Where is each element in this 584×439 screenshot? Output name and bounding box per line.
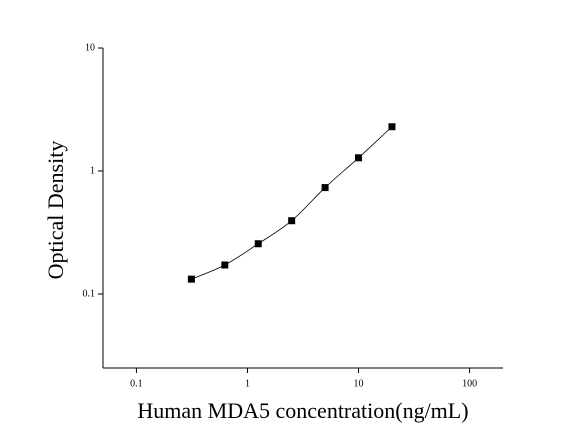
data-point — [187, 275, 195, 283]
data-point — [355, 154, 363, 162]
data-point — [321, 184, 329, 192]
y-tick-label: 1 — [90, 165, 95, 176]
data-point — [221, 261, 229, 269]
y-tick-label: 10 — [85, 42, 95, 53]
data-point — [388, 123, 396, 131]
x-tick-label: 10 — [354, 378, 364, 389]
y-tick-label: 0.1 — [83, 288, 96, 299]
data-point — [254, 240, 262, 248]
fit-curve — [191, 126, 393, 280]
data-point — [288, 217, 296, 225]
x-tick-label: 0.1 — [130, 378, 143, 389]
x-tick-label: 100 — [462, 378, 477, 389]
x-tick-label: 1 — [245, 378, 250, 389]
y-axis-title: Optical Density — [43, 141, 68, 280]
x-axis-title: Human MDA5 concentration(ng/mL) — [137, 398, 468, 423]
